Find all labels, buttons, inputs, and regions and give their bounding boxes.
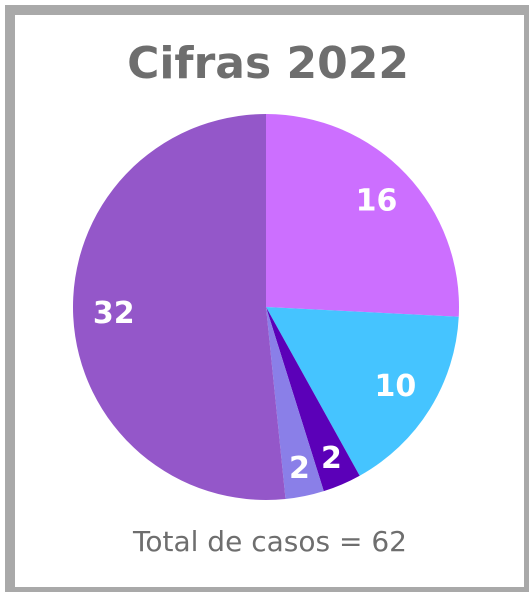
pie-slice [266, 307, 459, 476]
footer: Total de casos = 62 [132, 525, 407, 558]
pie-slice [266, 114, 459, 317]
pie-slice [72, 114, 286, 501]
pie: 16 10 22 32 [72, 114, 459, 501]
data-label: 2 [321, 441, 342, 476]
data-label: 16 [356, 183, 398, 218]
data-label: 32 [93, 296, 135, 331]
chart-title: Cifras 2022 [127, 38, 409, 89]
pie-slice [266, 307, 360, 492]
pie-slice [266, 307, 324, 500]
data-label: 10 [375, 369, 417, 404]
data-label: 2 [289, 451, 310, 486]
